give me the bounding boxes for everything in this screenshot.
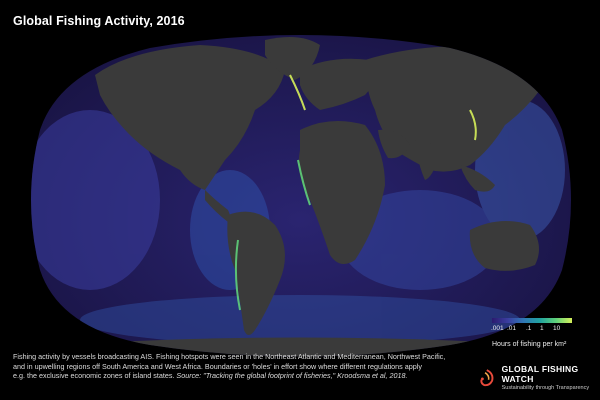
caption-line: and in upwelling regions off South Ameri… [13, 361, 422, 371]
northeast-atlantic-hotspot [289, 74, 306, 111]
caption-source: Source: "Tracking the global footprint o… [176, 371, 408, 381]
caption-line: e.g. the exclusive economic zones of isl… [13, 371, 453, 381]
map-legend: .001 .01 .1 1 10 Hours of fishing per km… [488, 318, 583, 348]
northwest-pacific-hotspot [469, 109, 477, 141]
caption-text: e.g. the exclusive economic zones of isl… [13, 371, 177, 381]
legend-tick: .001 [491, 325, 504, 332]
central-america [205, 190, 230, 222]
legend-ticks: .001 .01 .1 1 10 [488, 325, 583, 335]
india [415, 140, 440, 180]
europe [300, 58, 374, 110]
west-africa-upwelling-hotspot [297, 159, 311, 206]
africa [298, 121, 385, 264]
legend-tick: 10 [553, 325, 561, 332]
north-america [95, 45, 285, 190]
fish-hook-logo-icon [480, 368, 494, 386]
caption-line: Fishing activity by vessels broadcasting… [13, 352, 446, 361]
asia [365, 46, 540, 172]
fishing-hotspots [234, 74, 477, 311]
map-title: Global Fishing Activity, 2016 [13, 14, 185, 28]
map-caption: Fishing activity by vessels broadcasting… [13, 352, 453, 381]
south-america [227, 211, 285, 335]
legend-label: Hours of fishing per km² [492, 341, 567, 348]
brand-name: GLOBAL FISHING WATCH [501, 364, 579, 384]
legend-tick: .1 [526, 325, 532, 332]
legend-tick: .01 [507, 325, 517, 332]
south-america-upwelling-hotspot [234, 239, 241, 311]
australia [469, 221, 539, 271]
legend-tick: 1 [540, 325, 544, 332]
brand-logo: GLOBAL FISHING WATCH Sustainability thro… [478, 364, 600, 391]
legend-color-bar [492, 318, 572, 323]
southeast-asia [460, 165, 495, 192]
brand-tagline: Sustainability through Transparency [501, 385, 590, 391]
arabia [378, 129, 410, 159]
